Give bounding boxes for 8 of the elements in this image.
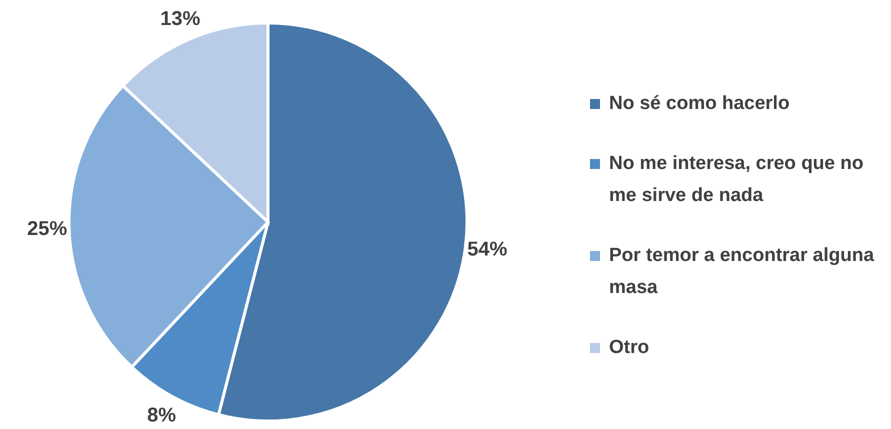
legend-label: No sé como hacerlo	[609, 92, 790, 116]
data-label: 13%	[160, 8, 200, 30]
legend-label: Por temor a encontrar alguna masa	[609, 244, 876, 300]
legend-label: Otro	[609, 336, 650, 360]
data-label: 8%	[147, 404, 176, 427]
data-label: 54%	[467, 238, 508, 261]
data-label: 25%	[27, 218, 68, 240]
legend-label: No me interesa, creo que no me sirve de nada	[609, 152, 864, 208]
